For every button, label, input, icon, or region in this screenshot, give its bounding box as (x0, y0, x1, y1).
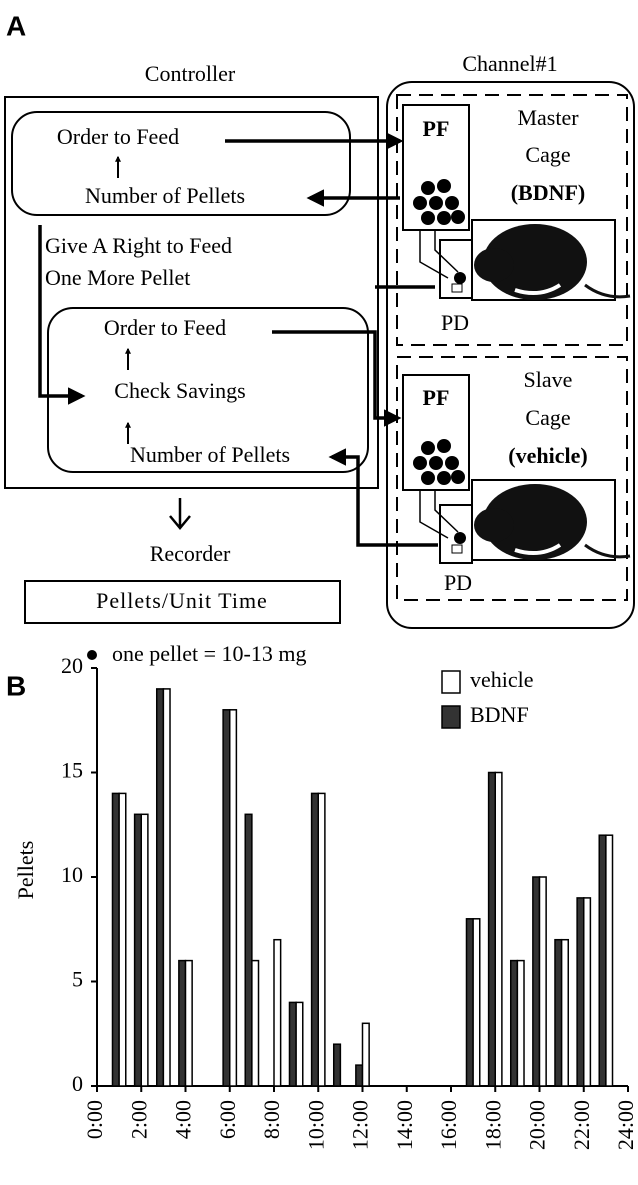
bar (179, 961, 186, 1086)
bar (562, 940, 569, 1086)
figure: A Controller Channel#1 Order to Feed Num… (0, 0, 638, 1185)
check-savings: Check Savings (114, 378, 245, 403)
y-tick-label: 10 (61, 862, 83, 887)
bar (186, 961, 193, 1086)
arrow (272, 332, 398, 418)
arrow (170, 498, 190, 528)
panel-a: A Controller Channel#1 Order to Feed Num… (5, 10, 634, 666)
bar (141, 814, 148, 1086)
x-tick-label: 22:00 (569, 1100, 594, 1150)
bar (466, 919, 473, 1086)
controller-title: Controller (145, 61, 236, 86)
pf-label: PF (423, 116, 450, 141)
bar (555, 940, 562, 1086)
x-tick-label: 4:00 (171, 1100, 196, 1139)
x-tick-label: 14:00 (392, 1100, 417, 1150)
bar (473, 919, 480, 1086)
pd-label: PD (441, 310, 469, 335)
slave-setup: PF Slave Cage (vehicle) PD (403, 367, 630, 595)
recorder-label: Pellets/Unit Time (96, 588, 268, 613)
legend-label: vehicle (470, 667, 534, 692)
order-to-feed-2: Order to Feed (104, 315, 226, 340)
x-tick-label: 0:00 (82, 1100, 107, 1139)
panel-label: A (6, 10, 26, 41)
bar (599, 835, 606, 1086)
y-tick-label: 0 (72, 1071, 83, 1096)
bar (363, 1023, 370, 1086)
bar (112, 793, 119, 1086)
x-tick-label: 18:00 (480, 1100, 505, 1150)
bar (606, 835, 613, 1086)
pf-label: PF (423, 385, 450, 410)
x-tick-label: 8:00 (259, 1100, 284, 1139)
y-axis-label: Pellets (13, 841, 38, 900)
x-tick-label: 6:00 (215, 1100, 240, 1139)
bar (245, 814, 252, 1086)
x-tick-label: 12:00 (348, 1100, 373, 1150)
number-of-pellets: Number of Pellets (85, 183, 245, 208)
bar (223, 710, 230, 1086)
cage-line2: Cage (525, 142, 570, 167)
number-of-pellets-2: Number of Pellets (130, 442, 290, 467)
x-tick-label: 2:00 (126, 1100, 151, 1139)
bar (157, 689, 164, 1086)
bar (584, 898, 591, 1086)
bar (163, 689, 170, 1086)
bar (135, 814, 142, 1086)
give-right-line1: Give A Right to Feed (45, 233, 232, 258)
chart: 0 5 10 15 20 0:00 2:00 4:00 6:00 8:00 10:00 12:00 14… (61, 653, 638, 1150)
x-tick-label: 20:00 (525, 1100, 550, 1150)
order-to-feed: Order to Feed (57, 124, 179, 149)
bar (252, 961, 259, 1086)
channel-title: Channel#1 (462, 51, 557, 76)
cage-line2: Cage (525, 405, 570, 430)
bar (230, 710, 237, 1086)
bar (540, 877, 547, 1086)
bar (119, 793, 126, 1086)
y-tick-label: 20 (61, 653, 83, 678)
cage-line1: Slave (524, 367, 573, 392)
bar (296, 1002, 303, 1086)
arrow (332, 457, 438, 545)
panel-label: B (6, 670, 26, 701)
give-right-line2: One More Pellet (45, 265, 190, 290)
note: one pellet = 10-13 mg (112, 641, 306, 666)
cage-line1: Master (517, 105, 579, 130)
cage-line3: (vehicle) (508, 443, 587, 468)
pd-label: PD (444, 570, 472, 595)
bar (312, 793, 319, 1086)
x-tick-label: 24:00 (613, 1100, 638, 1150)
x-tick-label: 10:00 (303, 1100, 328, 1150)
y-tick-label: 15 (61, 758, 83, 783)
bar (274, 940, 281, 1086)
bar (356, 1065, 363, 1086)
bar (517, 961, 524, 1086)
bar (511, 961, 518, 1086)
legend-swatch (442, 706, 460, 728)
controller-box (5, 97, 378, 488)
master-setup: PF Master Cage (BDNF) PD (403, 105, 630, 335)
recorder-title: Recorder (150, 541, 231, 566)
bar (577, 898, 584, 1086)
bar (289, 1002, 296, 1086)
y-tick-label: 5 (72, 967, 83, 992)
bar (533, 877, 540, 1086)
legend-swatch (442, 671, 460, 693)
legend-label: BDNF (470, 702, 529, 727)
bar (334, 1044, 341, 1086)
bar (318, 793, 325, 1086)
x-tick-label: 16:00 (436, 1100, 461, 1150)
bar (489, 773, 496, 1087)
pellet-icon (87, 650, 97, 660)
cage-line3: (BDNF) (511, 180, 586, 205)
bar (495, 773, 502, 1087)
